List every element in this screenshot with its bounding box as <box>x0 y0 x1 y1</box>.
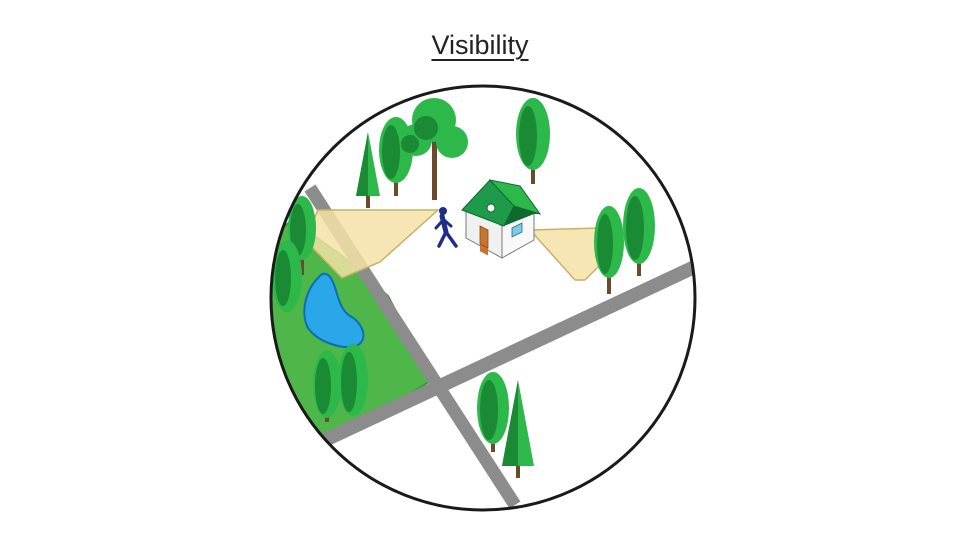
road-main <box>307 248 695 454</box>
tree-bottom-center <box>477 372 534 478</box>
pond <box>303 272 365 348</box>
conifer-tree <box>356 132 380 208</box>
house-icon <box>461 179 542 259</box>
person-walking-icon <box>434 207 458 248</box>
diagram-title: Visibility <box>431 30 529 60</box>
view-cone-left <box>304 209 440 279</box>
tree-park-bottom <box>313 344 368 422</box>
tree-right-cluster <box>594 188 655 294</box>
tree-top-group <box>379 98 468 200</box>
view-cone-right <box>528 227 604 281</box>
map-boundary-circle <box>269 84 697 512</box>
tree-top-right <box>516 98 550 184</box>
tree-left-cluster <box>272 196 316 312</box>
